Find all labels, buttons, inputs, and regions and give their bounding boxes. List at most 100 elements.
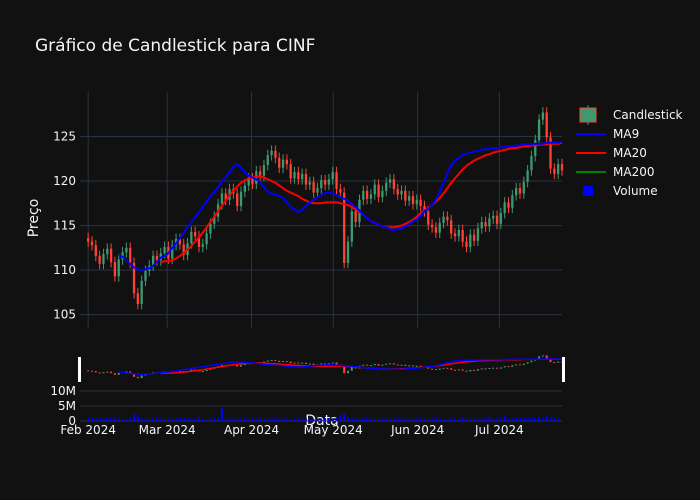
- slider-candle: [450, 368, 453, 370]
- slider-ma20: [160, 358, 563, 374]
- candle-body: [117, 259, 120, 277]
- slider-candle: [136, 376, 139, 379]
- range-slider[interactable]: [78, 353, 565, 382]
- slider-candle: [545, 355, 548, 359]
- candle-body: [258, 171, 262, 176]
- range-slider-handle-right[interactable]: [562, 357, 565, 382]
- candle-body: [144, 271, 147, 281]
- slider-candle: [385, 363, 388, 365]
- volume-bar: [102, 418, 105, 421]
- volume-bar: [304, 418, 307, 421]
- volume-bar: [266, 418, 269, 421]
- volume-bar: [121, 419, 124, 421]
- slider-candle: [94, 371, 97, 373]
- slider-candle: [427, 367, 430, 369]
- slider-candle: [274, 359, 277, 361]
- volume-bar: [496, 418, 499, 421]
- slider-candle: [125, 371, 128, 373]
- slider-candle: [369, 365, 372, 367]
- candle-body: [503, 202, 506, 214]
- x-tick-label: Feb 2024: [60, 423, 116, 437]
- slider-candle: [278, 360, 281, 362]
- slider-ma9: [118, 358, 563, 375]
- legend-item[interactable]: MA200: [576, 165, 654, 179]
- slider-candle: [343, 364, 346, 374]
- candle-body: [266, 155, 269, 166]
- candle-body: [354, 211, 357, 223]
- candle-body: [155, 255, 159, 261]
- volume-bar: [362, 418, 365, 421]
- legend-item[interactable]: Candlestick: [579, 105, 683, 125]
- volume-bar: [110, 418, 113, 421]
- volume-bar: [175, 418, 178, 421]
- volume-bar: [301, 418, 304, 421]
- slider-candle: [270, 359, 273, 361]
- volume-bar: [446, 419, 449, 421]
- slider-candle: [304, 362, 307, 364]
- slider-candle: [129, 371, 132, 374]
- slider-candle: [496, 367, 499, 369]
- candle-body: [247, 178, 250, 186]
- volume-bar: [129, 417, 132, 421]
- volume-bar: [297, 418, 300, 421]
- slider-candle: [362, 364, 365, 366]
- volume-bar: [186, 418, 189, 421]
- volume-bar: [431, 418, 434, 421]
- candle-body: [377, 184, 380, 198]
- slider-candle: [515, 364, 518, 366]
- candle-body: [430, 224, 434, 228]
- candle-body: [327, 179, 331, 185]
- slider-candle: [133, 373, 136, 377]
- slider-candle: [289, 361, 292, 364]
- volume-bar: [373, 418, 376, 421]
- volume-bar: [312, 419, 315, 421]
- candle-body: [136, 293, 140, 304]
- legend-item[interactable]: MA20: [576, 146, 647, 160]
- slider-candle: [511, 365, 514, 367]
- volume-bar: [377, 419, 380, 421]
- candle-body: [312, 181, 315, 193]
- volume-bar: [385, 418, 388, 421]
- candle-body: [511, 195, 514, 208]
- slider-candle: [266, 360, 269, 362]
- volume-bar: [419, 418, 422, 421]
- volume-bar: [232, 418, 235, 421]
- slider-candle: [392, 363, 395, 365]
- price-tick-label: 110: [53, 263, 76, 277]
- slider-candle: [87, 370, 90, 372]
- volume-bar: [316, 418, 319, 421]
- volume-bar: [557, 418, 560, 421]
- volume-bar: [213, 418, 216, 421]
- slider-candle: [312, 363, 315, 365]
- candle-body: [476, 228, 480, 241]
- volume-bar: [354, 418, 357, 421]
- volume-bar: [545, 416, 548, 421]
- candle-body: [205, 233, 208, 245]
- candle-body: [526, 170, 529, 182]
- volume-bar: [240, 418, 243, 421]
- volume-bar: [450, 418, 453, 421]
- slider-candle: [113, 373, 116, 375]
- range-slider-handle-left[interactable]: [78, 357, 81, 382]
- legend-item[interactable]: Volume: [583, 184, 658, 198]
- candle-body: [469, 234, 472, 247]
- slider-candle: [347, 370, 350, 374]
- candle-body: [438, 222, 441, 233]
- candle-body: [507, 202, 510, 208]
- candle-body: [335, 172, 338, 190]
- volume-bars: [87, 407, 560, 421]
- legend-item[interactable]: MA9: [576, 127, 639, 141]
- slider-candle: [415, 365, 418, 367]
- x-tick-label: May 2024: [304, 423, 363, 437]
- volume-bar: [522, 418, 525, 421]
- candle-body: [381, 190, 384, 198]
- volume-bar: [178, 418, 181, 421]
- candle-body: [236, 193, 239, 206]
- volume-bar: [327, 418, 330, 421]
- chart-legend[interactable]: Candlestick MA9 MA20 MA200 Volume: [576, 105, 683, 198]
- slider-candle: [240, 364, 243, 367]
- volume-bar: [113, 417, 116, 421]
- slider-candle: [102, 372, 105, 374]
- slider-candle: [335, 362, 338, 365]
- volume-bar: [159, 418, 162, 421]
